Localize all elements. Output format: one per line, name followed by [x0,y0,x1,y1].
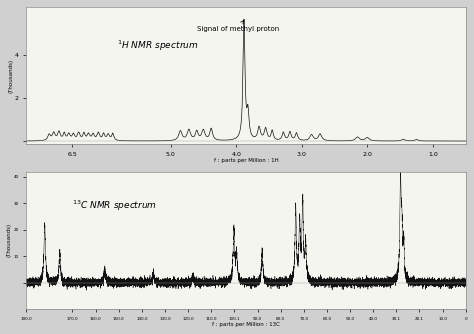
X-axis label: f : parts per Million : 13C: f : parts per Million : 13C [212,322,280,327]
Text: Signal of methyl proton: Signal of methyl proton [197,20,279,32]
X-axis label: f : parts per Million : 1H: f : parts per Million : 1H [214,158,278,163]
Y-axis label: (Thousands): (Thousands) [8,58,13,93]
Text: $^{1}$H NMR spectrum: $^{1}$H NMR spectrum [117,38,199,53]
Y-axis label: (Thousands): (Thousands) [7,223,12,258]
Text: $^{13}$C NMR spectrum: $^{13}$C NMR spectrum [72,199,157,213]
